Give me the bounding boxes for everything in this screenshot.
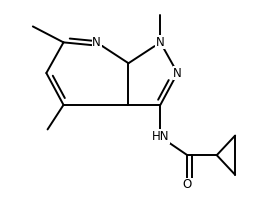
Text: HN: HN [152, 130, 169, 143]
Text: N: N [156, 36, 165, 49]
Text: O: O [183, 178, 192, 191]
Text: N: N [173, 67, 182, 80]
Text: N: N [92, 36, 101, 49]
